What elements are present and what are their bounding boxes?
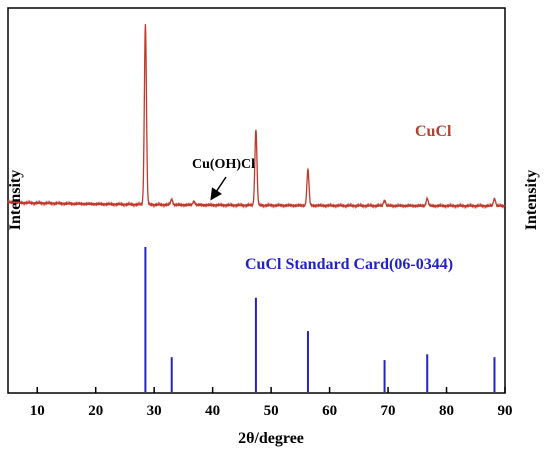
x-tick-label: 70	[381, 403, 396, 419]
x-tick-label: 40	[205, 403, 220, 419]
x-tick-label: 10	[30, 403, 45, 419]
x-tick-label: 20	[88, 403, 103, 419]
x-tick-label: 80	[439, 403, 454, 419]
y-axis-label-right: Intensity	[523, 170, 540, 230]
measured-series	[7, 24, 506, 210]
x-tick-label: 90	[498, 403, 513, 419]
annotation-label: Cu(OH)Cl	[192, 157, 255, 172]
measured-series-label: CuCl	[415, 123, 452, 140]
x-ticks: 10 20 30 40 50 60 70 80 90	[30, 387, 513, 419]
annotation-arrow	[210, 176, 227, 201]
reference-series	[144, 247, 496, 392]
x-tick-label: 60	[322, 403, 337, 419]
x-axis-label: 2θ/degree	[238, 430, 304, 447]
measured-curve	[7, 24, 506, 210]
x-tick-label: 30	[147, 403, 162, 419]
reference-series-label: CuCl Standard Card(06-0344)	[245, 256, 453, 273]
y-axis-label-left: Intensity	[7, 170, 24, 230]
x-tick-label: 50	[264, 403, 279, 419]
